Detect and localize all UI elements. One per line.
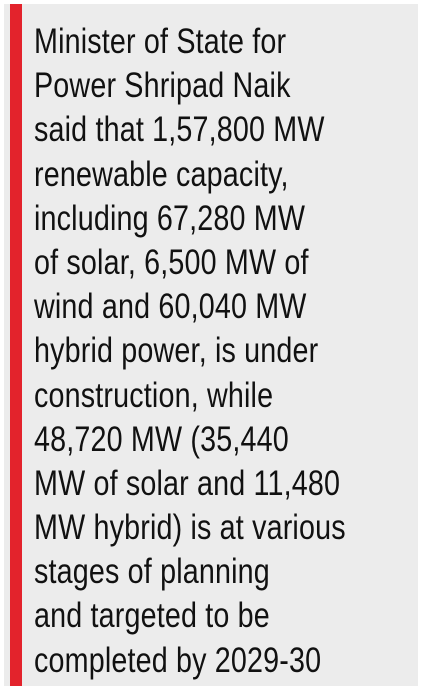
text-line: stages of planning	[34, 552, 270, 592]
text-line: MW of solar and 11,480	[34, 463, 341, 503]
quote-box: Minister of State for Power Shripad Naik s…	[4, 4, 418, 686]
text-line: 48,720 MW (35,440	[34, 419, 289, 459]
text-line: MW hybrid) is at various	[34, 508, 346, 548]
text-line: completed by 2029-30	[34, 640, 322, 680]
text-line: and targeted to be	[34, 596, 270, 636]
text-line: including 67,280 MW	[34, 198, 306, 238]
text-block: Minister of State for Power Shripad Naik s…	[34, 20, 414, 683]
text-line: of solar, 6,500 MW of	[34, 242, 309, 282]
text-line: renewable capacity,	[34, 154, 289, 194]
text-line: construction, while	[34, 375, 274, 415]
text-line: Minister of State for	[34, 22, 287, 61]
text-line: said that 1,57,800 MW	[34, 110, 325, 150]
text-line: hybrid power, is under	[34, 331, 319, 371]
text-line: Power Shripad Naik	[34, 66, 291, 106]
accent-bar	[10, 4, 22, 686]
text-line: wind and 60,040 MW	[34, 287, 307, 327]
